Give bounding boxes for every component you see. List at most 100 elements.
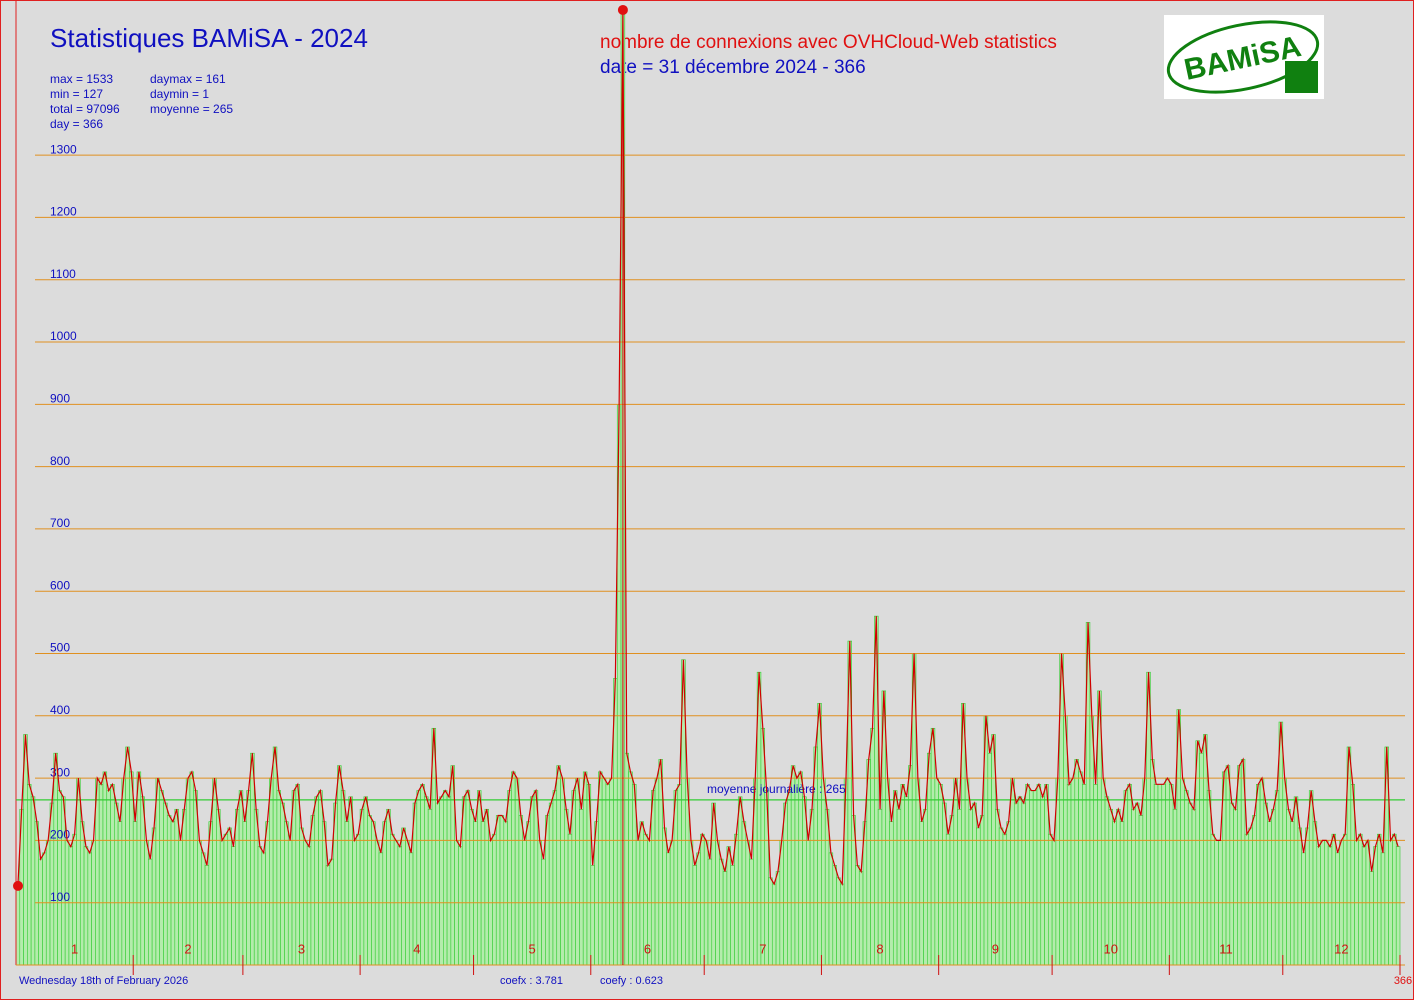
bar [828, 852, 834, 966]
bar [836, 877, 841, 966]
bar [1244, 833, 1250, 966]
bar [1256, 784, 1261, 966]
bar [1187, 802, 1193, 966]
bar [235, 808, 240, 966]
bar [628, 771, 633, 966]
bar [1142, 777, 1147, 966]
bar [356, 833, 361, 966]
bar [832, 865, 837, 966]
bar [344, 821, 350, 966]
month-label: 4 [413, 941, 420, 956]
bar [416, 790, 421, 966]
month-label: 3 [298, 941, 305, 956]
bar [650, 790, 656, 966]
bar [1259, 777, 1265, 966]
bar [140, 796, 145, 966]
bar [1282, 777, 1287, 966]
bar [390, 833, 395, 966]
bar [817, 703, 822, 966]
bar [499, 815, 505, 966]
bar [927, 752, 932, 966]
bar [840, 883, 845, 966]
bar [730, 865, 735, 966]
footer-date: Wednesday 18th of February 2026 [19, 975, 188, 987]
bar [1017, 796, 1023, 966]
bar [677, 784, 682, 966]
bar [987, 752, 992, 966]
bar [443, 790, 448, 966]
bar [1013, 802, 1019, 966]
bar [813, 746, 818, 966]
bar [371, 821, 376, 966]
bar [737, 796, 743, 966]
bar [427, 808, 433, 966]
bar [261, 852, 266, 966]
bar [1271, 808, 1276, 966]
bar [1161, 784, 1166, 966]
bar [968, 808, 973, 966]
bar [915, 777, 921, 966]
bar [1093, 784, 1098, 966]
bar [1301, 852, 1306, 966]
bar [295, 784, 300, 966]
bar [707, 858, 713, 966]
bar [480, 821, 486, 966]
bar [265, 821, 270, 966]
bar [858, 871, 864, 966]
month-label: 12 [1334, 941, 1348, 956]
bar [151, 827, 157, 966]
bar [892, 790, 898, 966]
bar [908, 765, 913, 966]
bar [1169, 784, 1174, 966]
y-tick-label: 1000 [50, 329, 77, 343]
bar [1373, 846, 1378, 966]
coefy: coefy : 0.623 [600, 975, 663, 987]
bar [964, 777, 970, 966]
bar [673, 790, 679, 966]
bar [741, 821, 747, 966]
bar [507, 790, 512, 966]
bar [227, 827, 232, 966]
bar [257, 846, 263, 966]
bar [401, 827, 406, 966]
bar [1203, 734, 1208, 966]
bar [424, 796, 429, 966]
series-line [17, 9, 1399, 887]
bar [654, 777, 660, 966]
bar [329, 858, 334, 966]
bar [533, 790, 539, 966]
bar [348, 796, 353, 966]
subtitle: nombre de connexions avec OVHCloud-Web s… [600, 32, 1057, 53]
logo: BAMiSA [1164, 15, 1324, 99]
month-label: 8 [876, 941, 883, 956]
bar [155, 777, 160, 966]
bar [495, 815, 501, 966]
bar [919, 821, 924, 966]
bar [957, 808, 962, 966]
stat-text: moyenne = 265 [150, 102, 233, 116]
bar [1138, 815, 1144, 966]
bar [30, 796, 36, 966]
month-label: 6 [644, 941, 651, 956]
bar [359, 808, 365, 966]
bar [132, 821, 138, 966]
bar [189, 771, 195, 966]
y-tick-label: 600 [50, 578, 70, 592]
bar [1369, 871, 1374, 966]
bar [1290, 821, 1295, 966]
bar [514, 777, 520, 966]
bar [1377, 833, 1382, 966]
bar [1191, 808, 1197, 966]
bar [972, 802, 977, 966]
bar [291, 790, 297, 966]
bar [1308, 790, 1314, 966]
bar [79, 821, 85, 966]
bar [1286, 808, 1291, 966]
bar [125, 746, 130, 966]
bar [1180, 777, 1185, 966]
bar [1206, 790, 1212, 966]
bar [166, 815, 172, 966]
bar [719, 858, 724, 966]
bar [121, 777, 126, 966]
